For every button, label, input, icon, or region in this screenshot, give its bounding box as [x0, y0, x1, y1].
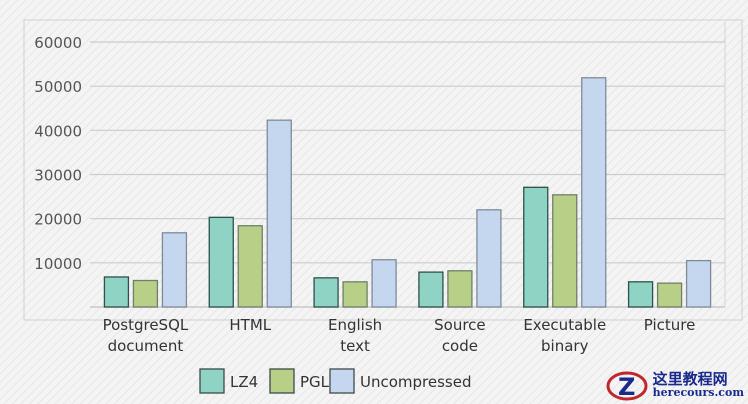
- y-tick-label: 50000: [34, 78, 82, 96]
- bar-pglz-0: [132, 279, 159, 308]
- bar-uncompressed-4: [581, 77, 607, 308]
- y-tick-label: 40000: [34, 122, 82, 140]
- watermark-logo: Z 这里教程网 herecours.com: [605, 368, 744, 402]
- bar-lz4-4: [523, 186, 549, 308]
- y-tick-label: 30000: [34, 167, 82, 185]
- bar-uncompressed-1: [266, 119, 292, 308]
- bar-uncompressed-3: [476, 209, 502, 308]
- legend-swatch-pglz: [269, 368, 295, 394]
- x-category-label: binary: [541, 337, 589, 355]
- bar-lz4-0: [103, 276, 130, 308]
- bar-lz4-1: [208, 216, 234, 308]
- legend-label: Uncompressed: [360, 373, 472, 391]
- bar-pglz-5: [656, 282, 683, 308]
- x-category-label: English: [328, 316, 382, 334]
- x-category-label: Source: [434, 316, 486, 334]
- x-category-label: Executable: [523, 316, 606, 334]
- logo-icon: Z: [606, 371, 648, 401]
- bar-pglz-3: [447, 270, 473, 308]
- x-category-label: text: [340, 337, 370, 355]
- legend-label: LZ4: [230, 373, 258, 391]
- bar-uncompressed-5: [685, 259, 712, 308]
- x-category-label: Picture: [644, 316, 696, 334]
- bar-pglz-2: [342, 281, 368, 308]
- bar-lz4-5: [627, 281, 654, 308]
- svg-text:Z: Z: [618, 373, 635, 401]
- bar-uncompressed-0: [161, 232, 188, 308]
- bar-lz4-3: [418, 271, 444, 308]
- legend-swatch-uncompressed: [329, 368, 355, 394]
- y-tick-label: 10000: [34, 255, 82, 273]
- y-tick-label: 60000: [34, 34, 82, 52]
- bar-lz4-2: [313, 277, 339, 308]
- x-category-label: document: [108, 337, 184, 355]
- x-category-label: HTML: [229, 316, 271, 334]
- x-category-label: code: [442, 337, 478, 355]
- legend-swatch-lz4: [199, 368, 225, 394]
- bar-pglz-4: [552, 194, 578, 308]
- y-tick-label: 20000: [34, 211, 82, 229]
- bar-uncompressed-2: [371, 259, 397, 308]
- bar-pglz-1: [237, 225, 263, 308]
- x-category-label: PostgreSQL: [103, 316, 189, 334]
